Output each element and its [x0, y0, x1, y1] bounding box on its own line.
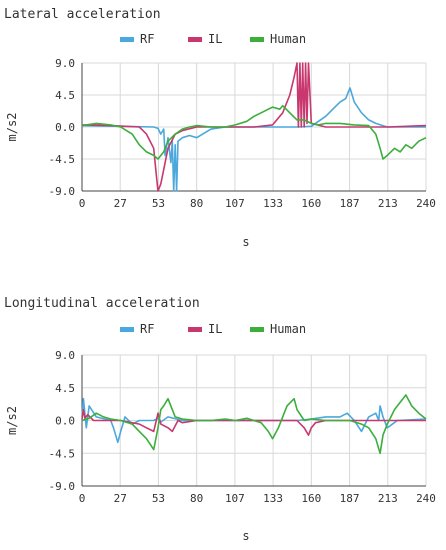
- x-tick-label-1-9: 240: [416, 492, 436, 505]
- legend-label-0-2: Human: [270, 32, 306, 46]
- x-axis-label-1: s: [242, 529, 249, 543]
- chart-title-1: Longitudinal acceleration: [4, 296, 200, 311]
- x-tick-label-1-2: 53: [152, 492, 165, 505]
- y-axis-label-1: m/s2: [5, 406, 19, 435]
- y-axis-label-0: m/s2: [5, 113, 19, 142]
- legend-swatch-1-1: [188, 327, 202, 332]
- series-line-0-rf: [81, 87, 426, 192]
- y-tick-label-1-3: -4.5: [49, 447, 76, 460]
- legend-swatch-0-1: [188, 37, 202, 42]
- y-tick-label-0-1: 4.5: [55, 89, 75, 102]
- x-tick-label-1-6: 160: [301, 492, 321, 505]
- x-tick-label-0-4: 107: [225, 197, 245, 210]
- y-tick-label-0-3: -4.5: [49, 153, 76, 166]
- y-tick-label-0-2: 0.0: [55, 121, 75, 134]
- legend-label-1-1: IL: [208, 322, 222, 336]
- x-axis-label-0: s: [242, 235, 249, 249]
- x-tick-label-0-0: 0: [79, 197, 86, 210]
- legend-label-0-0: RF: [140, 32, 154, 46]
- legend-swatch-0-0: [120, 37, 134, 42]
- legend-label-1-2: Human: [270, 322, 306, 336]
- x-tick-label-1-3: 80: [190, 492, 203, 505]
- series-line-1-il: [81, 408, 426, 436]
- y-tick-label-0-0: 9.0: [55, 57, 75, 70]
- x-tick-label-0-9: 240: [416, 197, 436, 210]
- x-tick-label-1-0: 0: [79, 492, 86, 505]
- series-line-1-human: [81, 394, 427, 455]
- x-tick-label-0-7: 187: [340, 197, 360, 210]
- y-tick-label-1-2: 0.0: [55, 415, 75, 428]
- x-tick-label-0-2: 53: [152, 197, 165, 210]
- y-tick-label-1-1: 4.5: [55, 382, 75, 395]
- legend-label-0-1: IL: [208, 32, 222, 46]
- legend-swatch-1-0: [120, 327, 134, 332]
- chart-title-0: Lateral acceleration: [4, 7, 161, 22]
- x-tick-label-0-6: 160: [301, 197, 321, 210]
- legend-label-1-0: RF: [140, 322, 154, 336]
- x-tick-label-0-5: 133: [263, 197, 283, 210]
- y-tick-label-1-4: -9.0: [49, 480, 76, 493]
- x-tick-label-1-7: 187: [340, 492, 360, 505]
- legend-swatch-0-2: [250, 37, 264, 42]
- x-tick-label-1-5: 133: [263, 492, 283, 505]
- y-tick-label-0-4: -9.0: [49, 185, 76, 198]
- series-line-0-human: [81, 104, 427, 160]
- y-tick-label-1-0: 9.0: [55, 349, 75, 362]
- series-line-0-il: [81, 62, 427, 192]
- x-tick-label-0-1: 27: [114, 197, 127, 210]
- x-tick-label-0-3: 80: [190, 197, 203, 210]
- legend-swatch-1-2: [250, 327, 264, 332]
- x-tick-label-1-4: 107: [225, 492, 245, 505]
- x-tick-label-1-8: 213: [378, 492, 398, 505]
- x-tick-label-1-1: 27: [114, 492, 127, 505]
- x-tick-label-0-8: 213: [378, 197, 398, 210]
